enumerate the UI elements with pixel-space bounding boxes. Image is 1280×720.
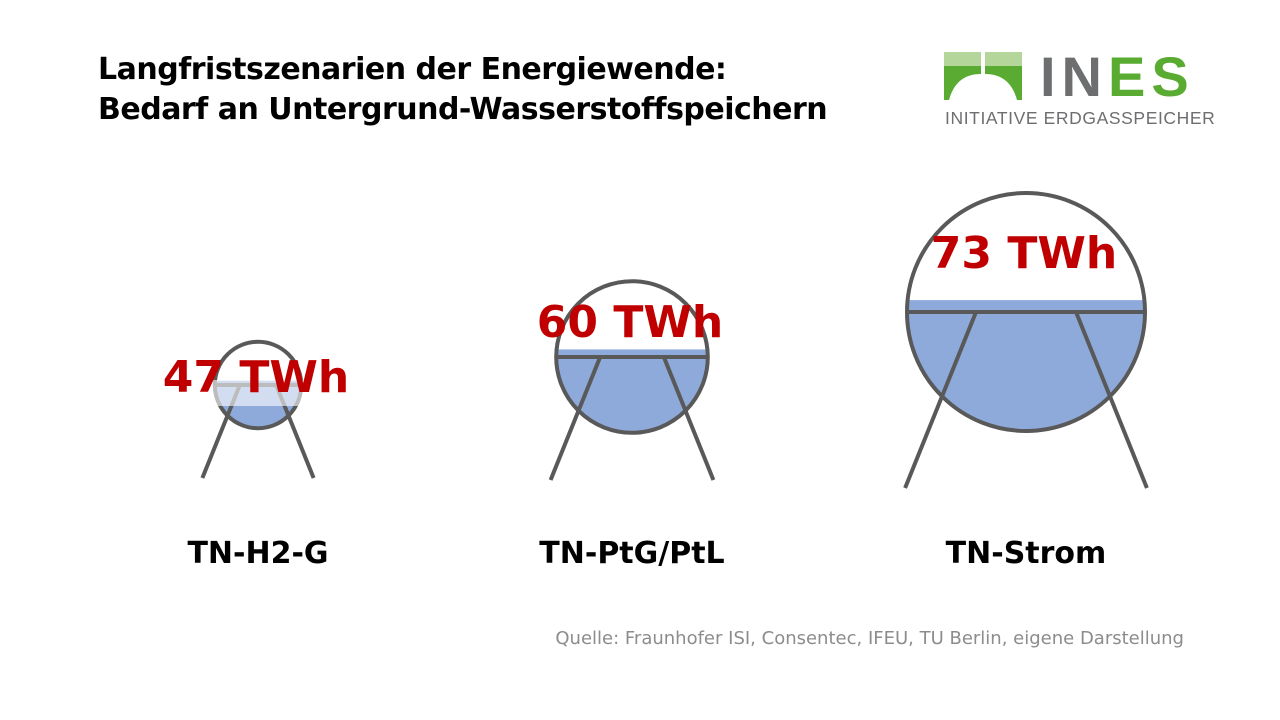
source-note: Quelle: Fraunhofer ISI, Consentec, IFEU,… xyxy=(555,628,1184,649)
tank-3: 73 TWh TN-Strom xyxy=(903,191,1149,571)
title-line-1: Langfristszenarien der Energiewende: xyxy=(98,52,727,87)
logo-wordmark: INES xyxy=(1040,45,1195,108)
tank-2: 60 TWh TN-PtG/PtL xyxy=(537,279,725,571)
tank-leg-left xyxy=(548,356,603,481)
value-label: 60 TWh xyxy=(537,297,723,348)
title-line-2: Bedarf an Untergrund-Wasserstoffspeicher… xyxy=(98,92,828,127)
value-label: 73 TWh xyxy=(931,228,1117,279)
tank-outline xyxy=(905,191,1147,433)
tank-leg-right xyxy=(661,356,716,481)
category-label: TN-PtG/PtL xyxy=(539,536,724,571)
tank-fill xyxy=(556,349,708,433)
value-label: 47 TWh xyxy=(163,352,349,403)
tank-fill xyxy=(907,300,1145,431)
page-title: Langfristszenarien der Energiewende: Bed… xyxy=(98,50,828,130)
category-label: TN-Strom xyxy=(946,536,1107,571)
category-label: TN-H2-G xyxy=(187,536,328,571)
storage-arch-icon xyxy=(944,52,1022,100)
label-backdrop xyxy=(188,380,328,406)
tank-outline xyxy=(554,279,710,435)
logo-subtitle: INITIATIVE ERDGASSPEICHER xyxy=(945,108,1216,128)
tank-leg-right xyxy=(1074,311,1149,489)
ines-logo: INES INITIATIVE ERDGASSPEICHER xyxy=(944,45,1215,130)
tank-1: 47 TWh TN-H2-G xyxy=(163,339,349,571)
tank-leg-left xyxy=(903,311,978,489)
